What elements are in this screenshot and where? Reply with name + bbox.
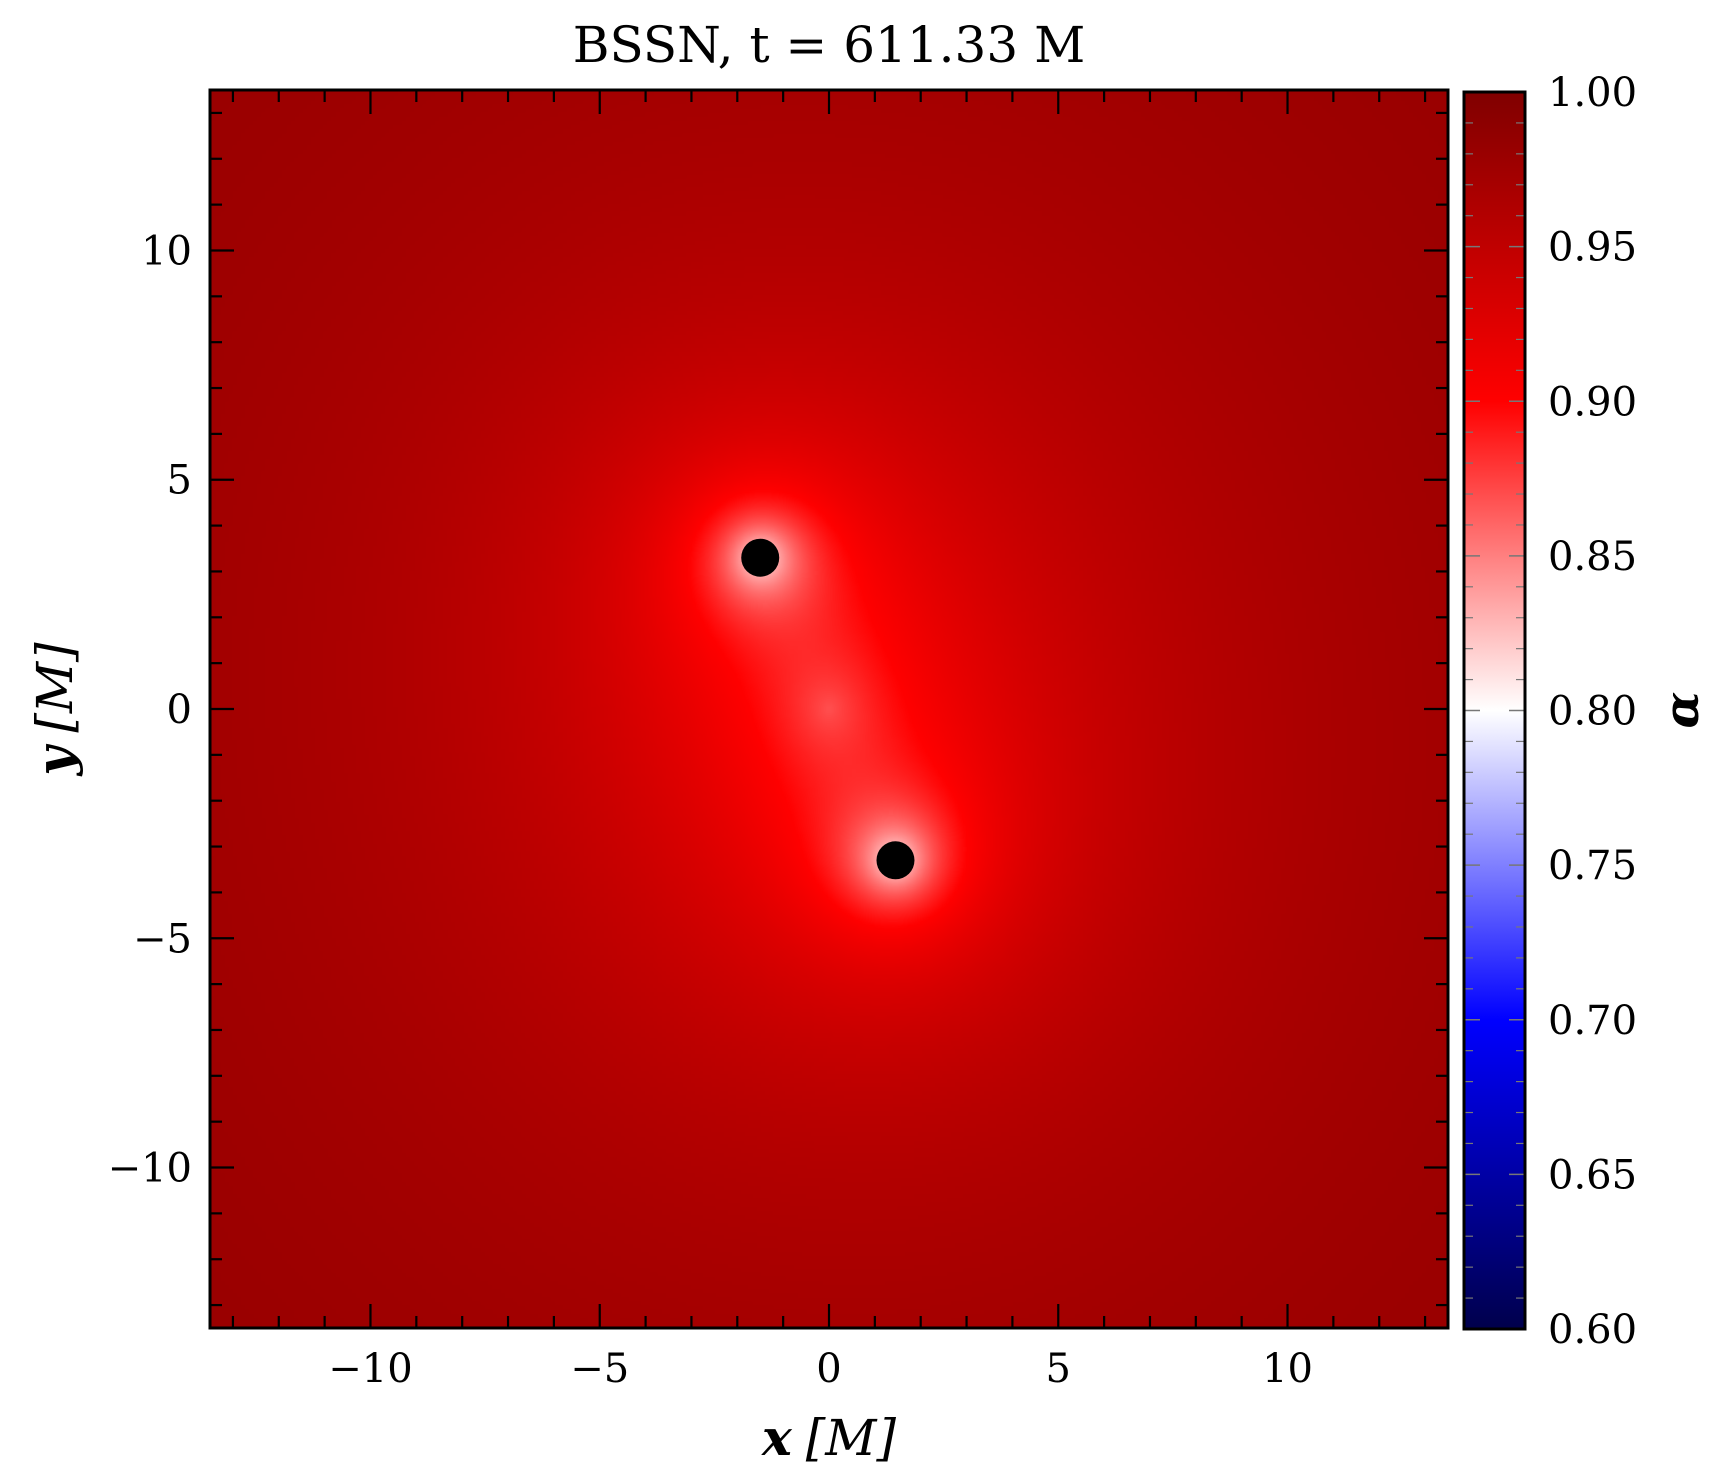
x-tick-label: −5 xyxy=(570,1346,629,1392)
colorbar-tick-labels: 0.60 0.65 0.70 0.75 0.80 0.85 0.90 0.95 1.00 xyxy=(1548,70,1637,1353)
plot-frame xyxy=(208,88,1450,1330)
colorbar-tick-label: 0.80 xyxy=(1548,689,1637,735)
colorbar-tick-label: 0.70 xyxy=(1548,998,1637,1044)
x-tick-labels: −10 −5 0 5 10 xyxy=(328,1346,1313,1392)
colorbar-tick-label: 0.95 xyxy=(1548,225,1637,271)
y-tick-label: 0 xyxy=(167,687,192,733)
x-axis-unit: [M] xyxy=(806,1409,897,1467)
black-hole-marker xyxy=(876,841,915,880)
colorbar: 0.60 0.65 0.70 0.75 0.80 0.85 0.90 0.95 1.00 α xyxy=(1462,70,1710,1353)
colorbar-tick-label: 0.90 xyxy=(1548,379,1637,425)
y-axis-unit: [M] xyxy=(26,642,84,733)
y-tick-label: 10 xyxy=(141,228,192,274)
y-tick-label: −10 xyxy=(108,1146,192,1192)
colorbar-tick-label: 0.85 xyxy=(1548,534,1637,580)
y-axis-label: y [M] xyxy=(25,642,84,777)
colorbar-tick-label: 0.65 xyxy=(1548,1152,1637,1198)
x-tick-label: 10 xyxy=(1262,1346,1313,1392)
y-tick-label: −5 xyxy=(133,916,192,962)
x-axis-var: x xyxy=(761,1408,793,1467)
colorbar-tick-label: 0.75 xyxy=(1548,843,1637,889)
y-axis-var: y xyxy=(25,744,84,777)
colorbar-tick-label: 1.00 xyxy=(1548,70,1637,116)
y-tick-labels: −10 −5 0 5 10 xyxy=(108,228,192,1191)
chart-title: BSSN, t = 611.33 M xyxy=(573,16,1086,74)
black-hole-markers xyxy=(741,538,915,880)
colorbar-label: α xyxy=(1654,692,1710,729)
x-tick-label: 0 xyxy=(816,1346,841,1392)
x-tick-label: −10 xyxy=(328,1346,412,1392)
axis-ticks xyxy=(210,90,1448,1328)
colorbar-tick-label: 0.60 xyxy=(1548,1307,1637,1353)
black-hole-marker xyxy=(741,538,780,577)
heatmap-image xyxy=(210,90,1448,1328)
x-tick-label: 5 xyxy=(1046,1346,1071,1392)
colorbar-frame xyxy=(1462,90,1527,1331)
y-tick-label: 5 xyxy=(167,458,192,504)
heatmap-area xyxy=(210,90,1448,1328)
x-axis-label: x [M] xyxy=(761,1408,897,1467)
